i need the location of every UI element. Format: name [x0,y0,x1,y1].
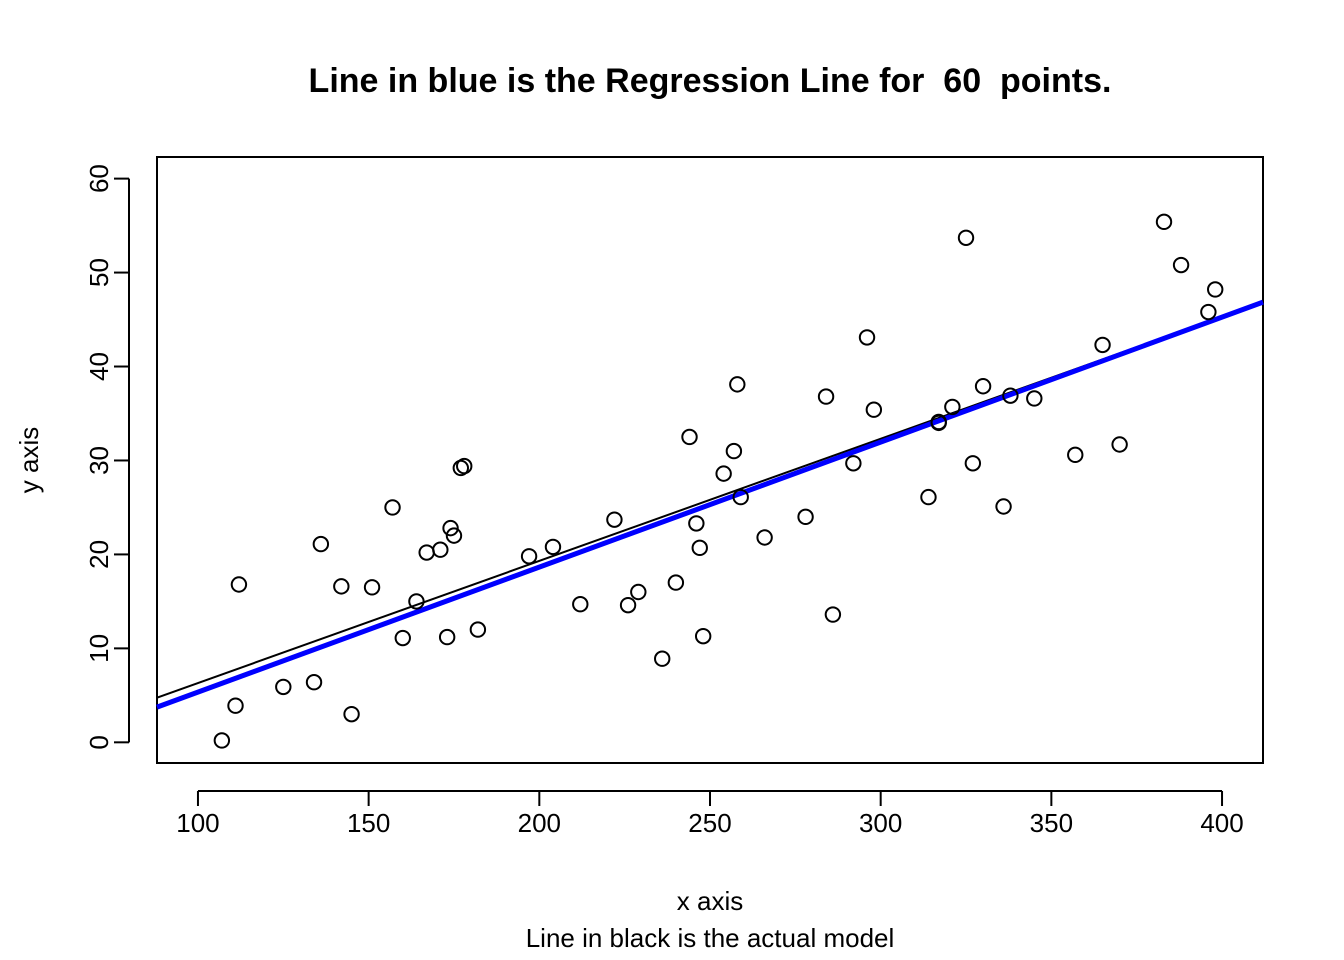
x-tick-label: 350 [1030,808,1073,838]
x-tick-label: 250 [688,808,731,838]
data-points [213,213,1224,749]
x-axis: 100 150 200 250 300 350 400 [176,790,1244,838]
data-point [995,498,1012,515]
data-point [1002,387,1019,404]
data-point [333,578,350,595]
x-tick-label: 300 [859,808,902,838]
data-point [445,527,463,544]
data-point [213,732,231,749]
data-point [817,388,835,405]
data-point [544,538,562,556]
data-point [725,442,743,460]
data-point [691,539,708,557]
data-point [694,627,712,645]
data-point [469,621,487,638]
data-point [230,576,248,593]
data-point [824,606,842,623]
data-point [715,465,732,482]
data-point [606,511,623,528]
plot-frame [156,156,1264,764]
data-point [688,515,705,532]
data-point [865,401,883,418]
data-point [418,544,435,561]
x-tick-label: 150 [347,808,390,838]
y-tick-label: 60 [84,164,114,193]
data-point [442,519,459,537]
y-tick-label: 40 [84,352,114,381]
y-tick-label: 0 [84,735,114,749]
y-tick-label: 30 [84,446,114,475]
data-point [384,499,401,516]
y-axis-label: y axis [14,427,44,493]
data-point [930,413,947,431]
y-axis: 0 10 20 30 40 50 60 [84,164,130,750]
data-point [275,678,292,696]
x-tick-label: 200 [518,808,561,838]
data-point [343,705,360,723]
data-point [438,628,456,646]
data-point [797,508,814,526]
regression-line [156,299,1264,710]
data-point [456,457,473,475]
data-point [957,229,975,247]
data-point [729,376,746,393]
data-point [974,378,992,395]
data-point [845,455,862,472]
data-point [1067,446,1084,464]
data-point [858,329,876,346]
data-point [1172,256,1190,274]
data-point [363,579,381,596]
x-tick-label: 400 [1200,808,1243,838]
data-point [756,529,773,546]
data-point [312,535,330,553]
x-axis-subtitle: Line in black is the actual model [526,923,895,953]
data-point [630,583,647,601]
x-tick-label: 100 [176,808,219,838]
data-point [1094,336,1111,354]
data-point [654,650,671,667]
y-tick-label: 10 [84,634,114,663]
data-point [1200,303,1217,321]
data-point [920,488,937,506]
data-point [305,674,323,691]
y-tick-label: 20 [84,540,114,569]
data-point [1026,390,1043,407]
data-point [619,596,637,614]
data-point [1207,281,1224,298]
data-point [408,593,425,610]
data-point [667,574,685,591]
data-point [394,629,411,647]
model-lines [156,299,1264,710]
data-point [964,455,982,472]
data-point [681,428,698,446]
data-point [1155,213,1173,231]
data-point [432,541,449,558]
data-point [227,697,244,714]
data-point [732,488,749,506]
data-point [520,548,538,565]
data-point [1111,436,1128,453]
x-axis-label: x axis [677,886,743,916]
y-tick-label: 50 [84,258,114,287]
data-point [572,596,589,613]
chart-title: Line in blue is the Regression Line for … [309,62,1112,100]
data-point [944,398,961,416]
